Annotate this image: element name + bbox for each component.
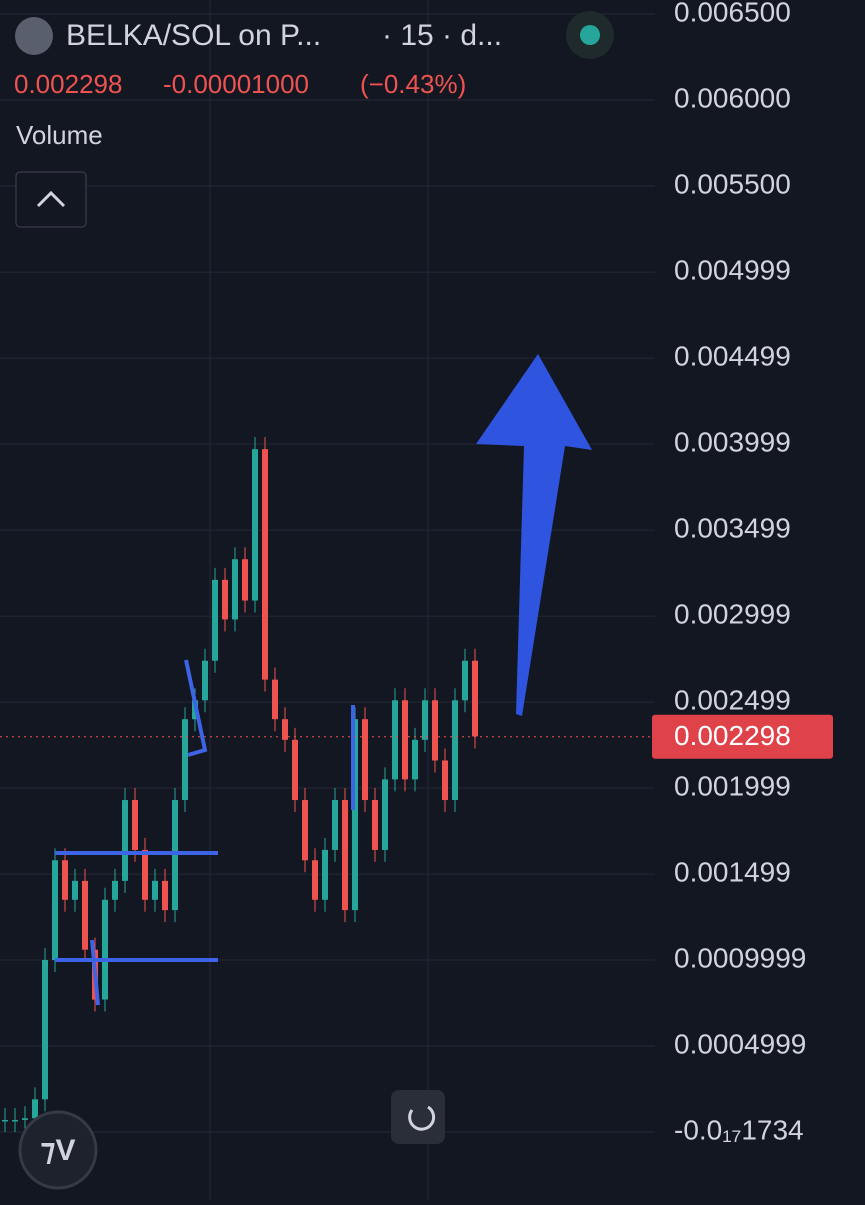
candle	[462, 660, 468, 701]
candle	[82, 880, 88, 950]
annotation-line	[184, 659, 208, 757]
plot	[0, 13, 655, 1133]
candle	[102, 899, 108, 1000]
candle	[22, 1118, 28, 1120]
price-tag	[652, 714, 833, 759]
candle	[132, 800, 138, 850]
y-tick-label: -0.0₁₇1734	[674, 1114, 804, 1145]
candle	[212, 579, 218, 661]
candle	[42, 960, 48, 1100]
y-tick-label: 0.004499	[674, 341, 791, 372]
y-tick-label: 0.002499	[674, 685, 791, 716]
y-tick-label: 0.003999	[674, 427, 791, 458]
candle	[302, 800, 308, 861]
candle	[292, 739, 298, 801]
annotations	[55, 659, 355, 1006]
interval: · 15 · d...	[382, 19, 502, 52]
candle	[452, 700, 458, 801]
candle	[12, 1119, 18, 1122]
y-tick-label: 0.006500	[674, 0, 791, 27]
candle	[372, 800, 378, 850]
reset-button[interactable]	[391, 1090, 445, 1144]
y-tick-label: 0.001499	[674, 857, 791, 888]
up-arrow	[476, 354, 592, 716]
y-tick-label: 0.0004999	[674, 1028, 806, 1059]
candle	[112, 880, 118, 900]
candle	[202, 660, 208, 701]
candle	[152, 880, 158, 900]
candle	[252, 449, 258, 601]
reset-icon	[408, 1105, 436, 1131]
price-axis: 0.006500 0.006000 0.005500 0.004999 0.004499…	[652, 0, 833, 1145]
price-tag-label: 0.002298	[674, 720, 791, 751]
candle	[162, 880, 168, 911]
candle	[392, 700, 398, 780]
change-pct: (−0.43%)	[360, 69, 466, 99]
y-tick-label: 0.003499	[674, 513, 791, 544]
candle	[222, 579, 228, 620]
candle	[362, 719, 368, 801]
candle	[382, 779, 388, 850]
candle	[232, 559, 238, 620]
logo: ⁊V	[41, 1134, 76, 1167]
candle	[72, 880, 78, 900]
volume-label: Volume	[16, 120, 103, 150]
candle	[322, 849, 328, 900]
y-tick-label: 0.002999	[674, 599, 791, 630]
candle	[412, 739, 418, 780]
annotation-line	[90, 939, 100, 1006]
change: -0.00001000	[163, 69, 309, 99]
status-dot	[580, 25, 600, 45]
candle	[32, 1099, 38, 1119]
y-tick-label: 0.001999	[674, 771, 791, 802]
symbol: BELKA/SOL on P...	[66, 19, 321, 52]
candle	[52, 860, 58, 960]
token-icon	[15, 17, 53, 55]
candle	[262, 449, 268, 680]
candle	[422, 700, 428, 740]
candle	[122, 800, 128, 881]
candle	[2, 1119, 8, 1122]
candle	[342, 800, 348, 911]
candle	[172, 800, 178, 911]
candle	[472, 660, 478, 737]
candle	[142, 849, 148, 900]
candle	[332, 800, 338, 850]
y-tick-label: 0.0009999	[674, 942, 806, 973]
collapse-button[interactable]	[15, 171, 87, 228]
candle	[402, 700, 408, 780]
candle	[432, 700, 438, 761]
y-tick-label: 0.006000	[674, 82, 791, 113]
candle	[242, 559, 248, 601]
candle	[312, 860, 318, 900]
logo-button[interactable]	[18, 1110, 98, 1190]
price: 0.002298	[14, 69, 122, 99]
candle	[282, 719, 288, 740]
candle	[182, 719, 188, 801]
y-tick-label: 0.004999	[674, 255, 791, 286]
y-tick-label: 0.005500	[674, 168, 791, 199]
chevron-up	[36, 190, 66, 208]
candle	[352, 719, 358, 911]
candle	[62, 860, 68, 900]
candle	[442, 760, 448, 801]
candle	[272, 679, 278, 720]
